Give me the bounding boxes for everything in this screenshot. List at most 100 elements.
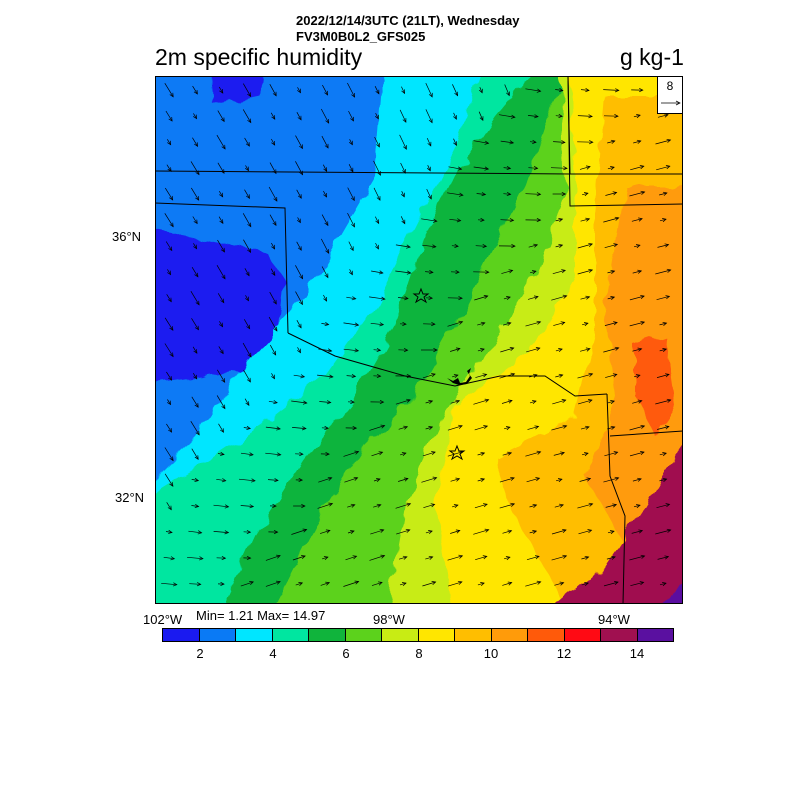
wind-arrow-head (327, 476, 333, 481)
wind-arrow-head (455, 399, 461, 404)
wind-arrow (192, 85, 198, 95)
wind-arrow-head (169, 326, 174, 331)
wind-arrow-head (245, 194, 250, 200)
wind-arrow (656, 295, 670, 301)
wind-arrow-head (534, 425, 540, 430)
wind-arrow-head (532, 373, 538, 378)
wind-arrow-head (662, 218, 667, 223)
wind-arrow-head (247, 118, 252, 124)
wind-arrow (270, 268, 276, 276)
wind-arrow-head (169, 195, 174, 201)
wind-arrow-head (405, 528, 411, 533)
wind-arrow-head (639, 165, 645, 170)
wind-arrow-head (536, 450, 542, 455)
wind-arrow-head (484, 140, 490, 145)
wind-arrow (165, 241, 173, 251)
wind-arrow-head (196, 582, 202, 587)
wind-arrow (659, 322, 667, 326)
wind-arrow-head (662, 191, 668, 196)
wind-arrow-head (249, 504, 255, 509)
wind-arrow-head (168, 116, 173, 122)
wind-arrow-head (349, 167, 354, 173)
colorbar-swatch (418, 629, 455, 641)
wind-arrow-head (640, 320, 646, 325)
wind-arrow-head (614, 216, 620, 221)
wind-arrow (244, 268, 250, 276)
wind-arrow (528, 244, 538, 248)
wind-arrow (297, 87, 301, 93)
wind-arrow (343, 451, 359, 457)
wind-arrow-head (274, 478, 279, 483)
wind-arrow-head (353, 476, 359, 481)
wind-arrow (659, 348, 667, 352)
wind-arrow (373, 349, 381, 351)
wind-arrow (265, 555, 281, 561)
wind-arrow (581, 452, 589, 456)
wind-arrow-head (585, 217, 591, 222)
wind-arrow-head (428, 530, 433, 535)
wind-arrow-head (194, 325, 199, 331)
wind-arrow-head (272, 91, 277, 97)
wind-arrow (345, 555, 357, 561)
wind-arrow-head (169, 456, 174, 462)
wind-arrow (634, 244, 640, 248)
wind-arrow-head (584, 555, 590, 560)
wind-arrow-head (167, 505, 172, 511)
wind-arrow (479, 87, 483, 93)
wind-arrow-head (558, 218, 564, 222)
wind-arrow-head (400, 192, 405, 198)
wind-arrow (395, 503, 411, 509)
reference-vector-label: 8 (666, 79, 674, 93)
colorbar-swatch (528, 629, 565, 641)
wind-arrow-head (245, 401, 250, 407)
wind-arrow (165, 110, 173, 122)
wind-arrow (449, 218, 461, 222)
wind-arrow-head (194, 272, 199, 278)
wind-arrow-head (323, 192, 327, 198)
wind-arrow-head (483, 295, 489, 299)
wind-arrow (369, 555, 385, 561)
wind-arrow (191, 318, 199, 330)
wind-arrow-head (167, 297, 172, 303)
wind-arrow-head (562, 554, 568, 559)
wind-arrow-head (379, 322, 385, 327)
wind-arrow (447, 192, 463, 196)
wind-arrow-head (509, 218, 515, 223)
wind-arrow-head (431, 373, 436, 378)
wind-arrow-head (348, 140, 353, 146)
wind-arrow (245, 165, 249, 171)
wind-arrow (348, 164, 354, 172)
wind-arrow-head (638, 529, 644, 534)
wind-arrow-head (507, 581, 513, 586)
wind-arrow (268, 186, 278, 202)
wind-arrow-head (272, 221, 277, 227)
wind-arrow (447, 321, 463, 327)
wind-arrow-head (532, 530, 538, 534)
wind-arrow-head (246, 555, 252, 561)
wind-arrow-head (194, 455, 199, 461)
wind-arrow-head (195, 196, 200, 201)
wind-arrow (525, 193, 541, 195)
wind-arrow-head (558, 373, 564, 378)
wind-arrow (426, 188, 432, 200)
colorbar-label: 10 (483, 646, 499, 661)
wind-arrow (607, 530, 615, 534)
wind-arrow (659, 218, 667, 222)
wind-arrow-head (613, 451, 619, 456)
wind-arrow-head (326, 400, 332, 405)
wind-arrow-head (480, 217, 485, 223)
wind-arrow (296, 320, 302, 328)
wind-arrow (629, 451, 645, 457)
wind-arrow-head (299, 170, 303, 176)
lat-label-36n: 36°N (112, 229, 142, 244)
wind-arrow (425, 400, 433, 404)
wind-arrow-head (506, 91, 510, 97)
wind-arrow (577, 503, 593, 509)
wind-arrow (191, 267, 199, 277)
wind-arrow-head (536, 580, 542, 585)
wind-arrow-head (380, 554, 386, 559)
wind-arrow-head (406, 398, 411, 403)
wind-arrow (323, 190, 327, 198)
wind-arrow-head (406, 244, 411, 249)
wind-arrow (656, 165, 670, 171)
